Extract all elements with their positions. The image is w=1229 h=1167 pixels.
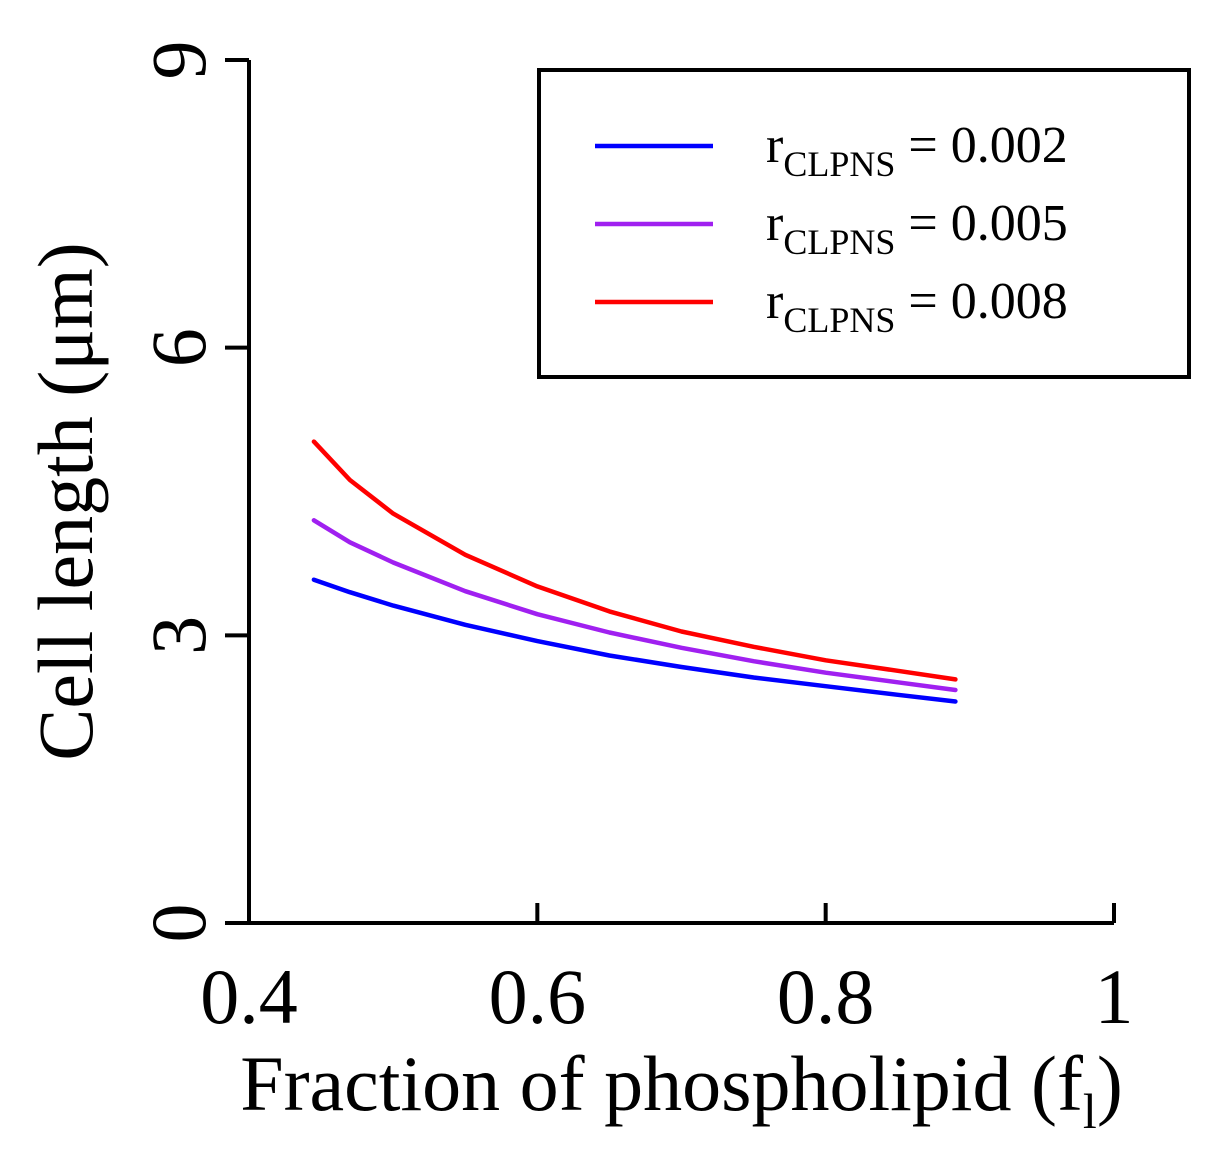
legend-label-main: r [766,117,783,174]
y-tick-label: 6 [135,328,222,367]
legend-label-main: r [766,195,783,252]
x-axis-label: Fraction of phospholipid (fl) [240,1040,1123,1139]
legend-label-2: rCLPNS = 0.005 [766,195,1068,262]
x-tick-label: 0.8 [777,953,875,1040]
y-tick-label: 3 [135,616,222,655]
y-axis-label: Cell length (μm) [22,242,109,760]
legend-label-value: = 0.002 [895,117,1067,174]
x-tick-label: 1 [1095,953,1134,1040]
legend-label-value: = 0.008 [895,273,1067,330]
legend-label-subscript: CLPNS [783,300,895,340]
x-axis-label-text: Fraction of phospholipid (f [240,1040,1083,1127]
y-tick-label: 0 [135,904,222,943]
legend-label-subscript: CLPNS [783,144,895,184]
series-line-2 [311,518,958,693]
x-tick-label: 0.4 [200,953,298,1040]
y-tick-label: 9 [135,41,222,80]
x-axis-label-close: ) [1097,1040,1123,1127]
legend-label-subscript: CLPNS [783,222,895,262]
x-tick-label: 0.6 [489,953,587,1040]
series-line-1 [311,577,958,704]
series-layer [311,439,958,704]
legend-label-1: rCLPNS = 0.002 [766,117,1068,184]
x-axis-label-subscript: l [1083,1083,1097,1139]
legend-label-value: = 0.005 [895,195,1067,252]
series-line-3 [311,439,958,682]
legend-label-3: rCLPNS = 0.008 [766,273,1068,340]
axes: 0.4 0.6 0.8 1 0 3 6 9 Fraction of phospholipid (… [22,41,1134,1140]
legend-label-main: r [766,273,783,330]
